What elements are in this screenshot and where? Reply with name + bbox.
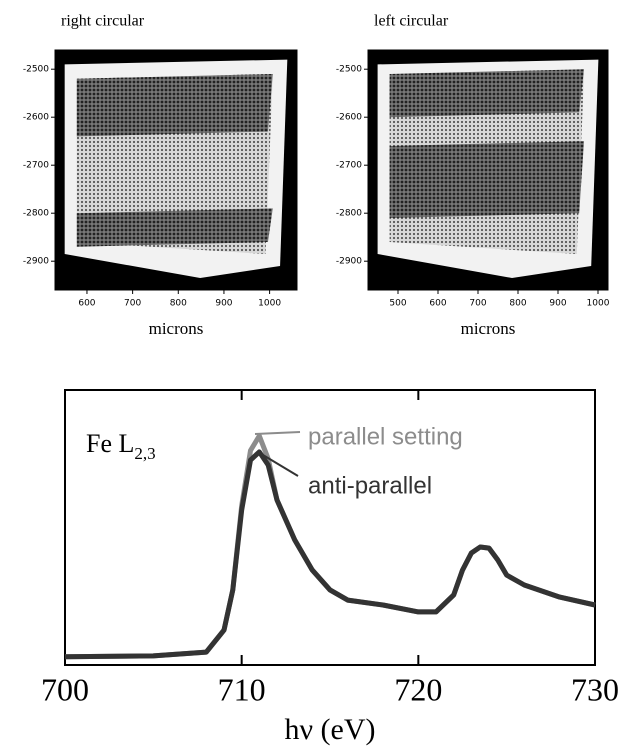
y-tick-label: -2900 [23,257,49,267]
legend-label: parallel setting [308,423,463,450]
dark-band [389,141,584,218]
y-tick-label: -2900 [336,257,362,267]
x-axis-label: microns [149,319,204,338]
y-tick-label: -2500 [23,65,49,75]
plot-frame [64,389,596,666]
panel-title: right circular [61,13,145,30]
dark-band [389,69,584,118]
x-tick-label: 800 [509,299,526,309]
annotation: Fe L2,3 [86,429,156,463]
x-tick-label: 720 [394,671,442,707]
x-axis-label: hν (eV) [284,713,375,746]
panel-title: left circular [374,13,449,30]
legend-label: anti-parallel [308,472,432,499]
spectrum-line [64,433,596,660]
x-tick-label: 710 [218,671,266,707]
x-tick-label: 700 [41,671,89,707]
legend-leader [254,431,301,435]
spectrum-line [64,449,596,660]
y-tick-label: -2700 [23,161,49,171]
plot-frame [367,49,609,291]
x-tick-label: 600 [429,299,446,309]
y-tick-label: -2800 [23,209,49,219]
y-tick-label: -2600 [336,113,362,123]
y-tick-label: -2600 [23,113,49,123]
x-tick-label: 900 [549,299,566,309]
legend-leader [257,451,299,477]
annotation-main: Fe L [86,429,134,458]
x-tick-label: 1000 [258,299,281,309]
y-tick-label: -2500 [336,65,362,75]
y-tick-label: -2800 [336,209,362,219]
x-tick-label: 700 [469,299,486,309]
y-tick-label: -2700 [336,161,362,171]
x-tick-label: 900 [215,299,232,309]
x-tick-label: 800 [170,299,187,309]
x-tick-label: 1000 [587,299,610,309]
dark-band [76,208,273,247]
x-tick-label: 730 [571,671,619,707]
annotation-subscript: 2,3 [134,444,155,463]
dark-band [76,74,273,137]
x-axis-label: microns [461,319,516,338]
x-tick-label: 700 [124,299,141,309]
x-tick-label: 500 [389,299,406,309]
plot-frame [54,49,298,291]
x-tick-label: 600 [78,299,95,309]
